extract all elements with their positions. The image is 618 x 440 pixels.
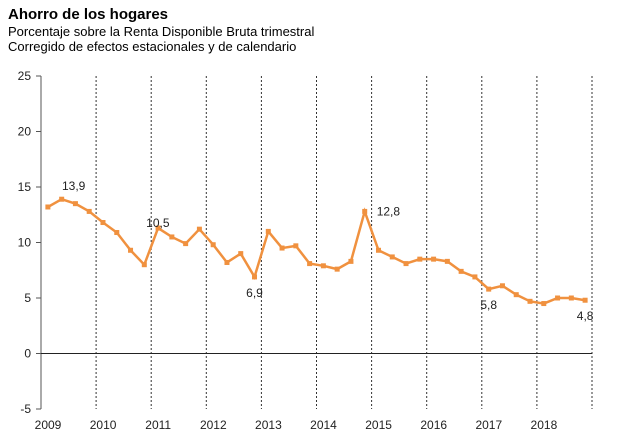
data-point: [265, 228, 271, 234]
chart-header: Ahorro de los hogares Porcentaje sobre l…: [8, 6, 314, 54]
x-tick-label: 2016: [420, 418, 447, 432]
data-point: [362, 208, 368, 214]
x-tick-label: 2014: [310, 418, 337, 432]
data-point: [169, 234, 175, 240]
data-point: [486, 286, 492, 292]
data-point: [86, 208, 92, 214]
data-point: [183, 241, 189, 247]
chart-subtitle-1: Porcentaje sobre la Renta Disponible Bru…: [8, 24, 315, 39]
data-point: [431, 256, 437, 262]
data-point: [389, 254, 395, 260]
data-point: [582, 297, 588, 303]
data-point: [307, 261, 313, 267]
x-tick-label: 2015: [365, 418, 392, 432]
data-point: [59, 196, 65, 202]
data-point: [403, 261, 409, 267]
data-point: [375, 247, 381, 253]
y-tick-label: 20: [18, 125, 32, 139]
data-point: [210, 242, 216, 248]
y-tick-label: 25: [18, 69, 32, 83]
data-point: [141, 262, 147, 268]
x-tick-label: 2011: [145, 418, 171, 432]
data-point: [555, 295, 561, 301]
chart-title: Ahorro de los hogares: [8, 6, 169, 23]
x-tick-label: 2018: [531, 418, 558, 432]
data-point: [499, 283, 505, 289]
data-point: [334, 266, 340, 272]
data-point: [417, 256, 423, 262]
data-point: [320, 263, 326, 269]
data-point: [72, 201, 78, 207]
data-point: [128, 247, 134, 253]
data-point: [293, 243, 299, 249]
data-point: [444, 258, 450, 264]
chart-subtitle-2: Corregido de efectos estacionales y de c…: [8, 39, 297, 54]
data-point: [279, 245, 285, 251]
data-point: [114, 230, 120, 236]
data-label: 12,8: [377, 204, 401, 218]
data-point: [568, 295, 574, 301]
data-point: [541, 301, 547, 307]
data-point: [224, 259, 230, 265]
series-line: [47, 197, 586, 305]
data-point: [348, 258, 354, 264]
data-label: 5,8: [480, 298, 497, 312]
data-point: [155, 225, 161, 231]
data-point: [196, 226, 202, 232]
data-label: 6,9: [246, 286, 263, 300]
x-tick-label: 2012: [200, 418, 227, 432]
data-point: [45, 204, 51, 210]
x-tick-label: 2017: [475, 418, 502, 432]
data-point: [238, 251, 244, 257]
x-tick-label: 2010: [90, 418, 117, 432]
data-label: 13,9: [62, 179, 86, 193]
data-label: 4,8: [577, 309, 594, 323]
x-tick-label: 2013: [255, 418, 282, 432]
data-point: [252, 274, 258, 280]
data-point: [527, 298, 533, 304]
data-point: [100, 220, 106, 226]
data-label: 10,5: [146, 216, 170, 230]
data-point: [458, 268, 464, 274]
y-tick-label: 10: [18, 236, 32, 250]
y-tick-label: 15: [18, 180, 32, 194]
y-tick-label: 5: [24, 291, 31, 305]
y-tick-label: 0: [24, 347, 31, 361]
y-tick-label: -5: [20, 402, 31, 416]
data-point: [472, 274, 478, 280]
x-tick-label: 2009: [35, 418, 62, 432]
data-point: [513, 292, 519, 298]
